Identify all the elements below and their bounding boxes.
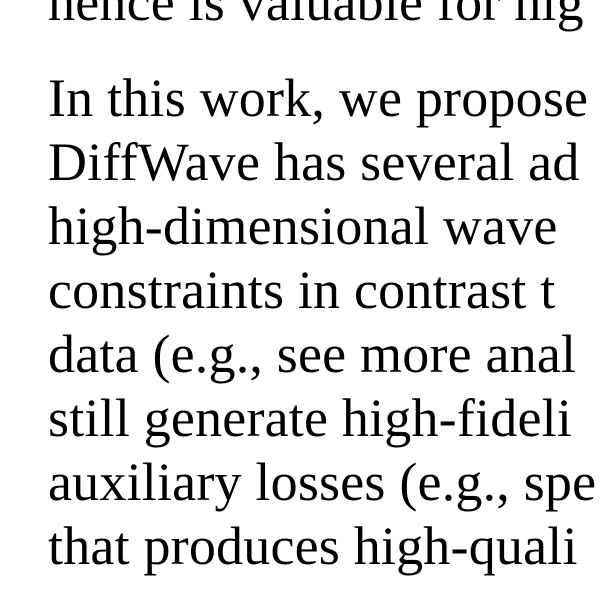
paragraph-line-5: data (e.g., see more anal xyxy=(48,324,577,384)
paragraph-line-2: DiffWave has several ad xyxy=(48,132,580,192)
paragraph-line-3: high-dimensional wave xyxy=(48,196,558,256)
paragraph-line-8: that produces high-quali xyxy=(48,516,578,576)
previous-paragraph-tail-line: hence is valuable for hig xyxy=(48,0,584,32)
paragraph-line-7: auxiliary losses (e.g., spe xyxy=(48,452,597,512)
paragraph-line-1: In this work, we propose xyxy=(48,68,589,128)
paragraph-line-4: constraints in contrast t xyxy=(48,260,556,320)
paragraph-line-6: still generate high-fideli xyxy=(48,388,573,448)
